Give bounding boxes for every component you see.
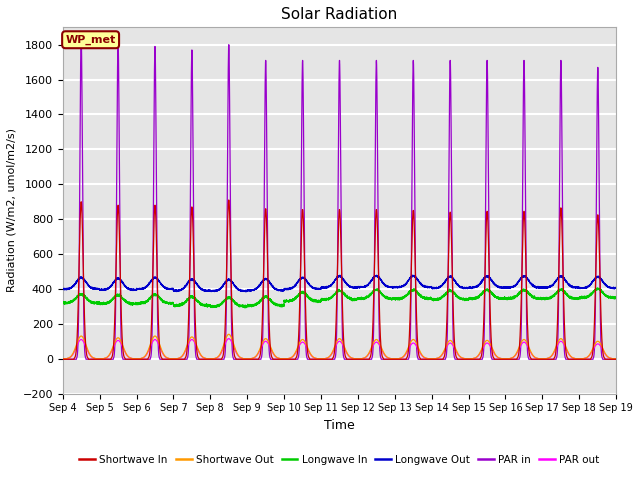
X-axis label: Time: Time xyxy=(324,419,355,432)
Y-axis label: Radiation (W/m2, umol/m2/s): Radiation (W/m2, umol/m2/s) xyxy=(7,129,17,292)
Title: Solar Radiation: Solar Radiation xyxy=(282,7,397,22)
Text: WP_met: WP_met xyxy=(65,35,116,45)
Legend: Shortwave In, Shortwave Out, Longwave In, Longwave Out, PAR in, PAR out: Shortwave In, Shortwave Out, Longwave In… xyxy=(76,451,604,469)
